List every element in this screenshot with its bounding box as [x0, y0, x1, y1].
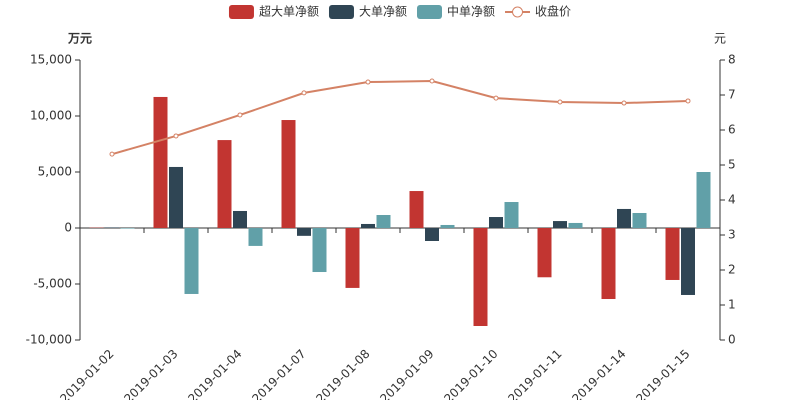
bar	[345, 228, 360, 288]
bar	[553, 221, 567, 228]
y2-axis-label: 元	[714, 32, 726, 46]
bar	[409, 191, 424, 228]
line-point	[429, 78, 435, 84]
x-tick-label: 2019-01-10	[441, 347, 500, 400]
bar	[281, 120, 296, 228]
x-tick-label: 2019-01-07	[249, 347, 308, 400]
bar	[233, 210, 247, 228]
y-tick-label: -10,000	[26, 333, 72, 347]
legend-item[interactable]: 大单净额	[328, 5, 407, 20]
legend-icon	[228, 5, 254, 19]
line-point	[557, 99, 563, 105]
bar	[632, 212, 647, 228]
bar	[169, 166, 183, 228]
bar	[440, 224, 455, 228]
line-point	[365, 79, 371, 85]
bar	[665, 228, 680, 280]
y-tick-label: 10,000	[30, 109, 72, 123]
line-point	[237, 112, 243, 118]
y2-tick-label: 2	[728, 263, 736, 277]
y-tick-label: 15,000	[30, 53, 72, 67]
y2-tick-label: 1	[728, 298, 736, 312]
legend-label: 大单净额	[359, 5, 407, 19]
x-tick-label: 2019-01-15	[633, 347, 692, 400]
legend: 超大单净额 大单净额 中单净额 收盘价	[228, 4, 571, 20]
x-tick-label: 2019-01-03	[121, 347, 180, 400]
bar	[537, 228, 552, 278]
x-tick-label: 2019-01-08	[313, 347, 372, 400]
y2-tick-label: 3	[728, 228, 736, 242]
line	[111, 79, 689, 156]
bar	[617, 208, 631, 228]
legend-label: 收盘价	[535, 4, 571, 19]
y2-tick-label: 0	[728, 333, 736, 347]
bar	[153, 96, 168, 229]
y2-tick-label: 8	[728, 53, 736, 67]
y-tick-label: -5,000	[33, 277, 72, 291]
line-point	[621, 100, 627, 106]
bar	[297, 228, 311, 236]
bar	[696, 172, 711, 228]
bar	[184, 228, 199, 294]
bar	[120, 228, 135, 229]
y2-tick-label: 6	[728, 123, 736, 137]
x-tick-label: 2019-01-02	[57, 347, 116, 400]
legend-item[interactable]: 收盘价	[505, 4, 571, 19]
bar	[601, 228, 616, 300]
bar	[105, 227, 119, 228]
line-point	[685, 98, 691, 104]
x-tick-label: 2019-01-11	[505, 347, 564, 400]
legend-item[interactable]: 超大单净额	[228, 4, 319, 20]
bar	[681, 228, 695, 295]
y-tick-label: 0	[64, 221, 72, 235]
bar	[312, 228, 327, 273]
line-point	[109, 151, 115, 157]
bar	[489, 217, 503, 228]
bar	[217, 140, 232, 228]
line-point	[301, 90, 307, 96]
x-tick-label: 2019-01-14	[569, 347, 628, 400]
y2-tick-label: 7	[728, 88, 736, 102]
bar	[248, 228, 263, 246]
bar	[361, 223, 375, 228]
y2-tick-label: 5	[728, 158, 736, 172]
x-tick-label: 2019-01-09	[377, 347, 436, 400]
bar	[568, 222, 583, 228]
y-tick-label: 5,000	[38, 165, 72, 179]
legend-icon	[512, 6, 524, 18]
y-axis-label: 万元	[67, 32, 92, 46]
line-point	[493, 95, 499, 101]
line-point	[173, 133, 179, 139]
bar	[473, 228, 488, 326]
legend-icon	[328, 5, 354, 19]
legend-label: 中单净额	[447, 4, 495, 19]
bar	[376, 215, 391, 228]
y2-tick-label: 4	[728, 193, 736, 207]
bar	[425, 228, 439, 241]
bar	[504, 202, 519, 228]
x-tick-label: 2019-01-04	[185, 347, 244, 400]
legend-label: 超大单净额	[259, 4, 319, 19]
legend-item[interactable]: 中单净额	[417, 4, 495, 20]
legend-icon	[417, 5, 442, 19]
